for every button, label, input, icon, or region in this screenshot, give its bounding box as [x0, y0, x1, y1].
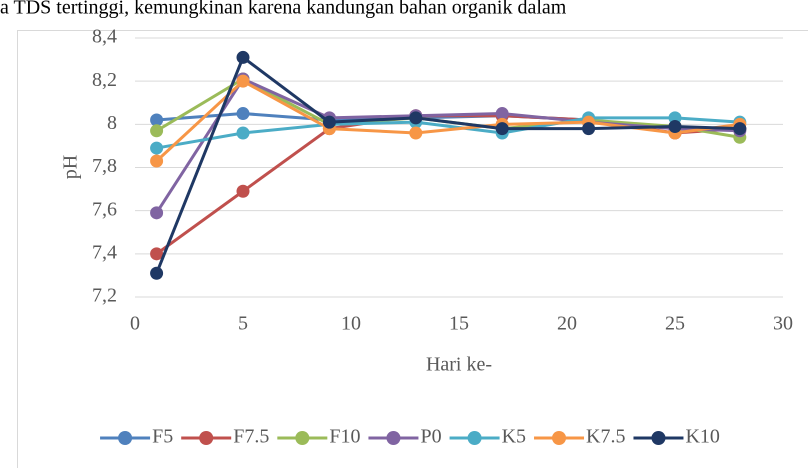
- x-tick-label: 0: [130, 313, 140, 335]
- chart-frame: [17, 30, 808, 468]
- y-tick-label: 7,8: [92, 155, 117, 177]
- legend-marker: [199, 431, 214, 445]
- data-point: [582, 122, 596, 136]
- series-line: [155, 79, 740, 163]
- y-tick-label: 8,4: [92, 26, 117, 48]
- data-point: [150, 154, 164, 168]
- data-point: [236, 50, 250, 64]
- legend-marker: [386, 431, 401, 445]
- x-tick-label: 20: [557, 313, 577, 335]
- x-tick-label: 25: [665, 313, 685, 335]
- legend-marker: [295, 431, 310, 445]
- legend: F5 F7.5 F10 P0 K5 K7.5 K10: [100, 426, 720, 448]
- x-tick-label: 30: [773, 313, 793, 335]
- annotation: a TDS tertinggi, kemungkinan karena kand…: [0, 0, 567, 19]
- data-point: [150, 266, 164, 280]
- legend-label: F5: [152, 426, 173, 448]
- data-point: [150, 247, 164, 261]
- x-tick-label: 5: [238, 313, 248, 335]
- legend-label: F7.5: [233, 426, 269, 448]
- y-tick-label: 7,6: [92, 198, 117, 220]
- data-point: [495, 107, 509, 121]
- data-point: [409, 111, 423, 125]
- legend-marker: [467, 431, 482, 445]
- legend-label: P0: [420, 426, 441, 448]
- data-point: [236, 126, 250, 140]
- data-point: [236, 184, 250, 198]
- data-point: [150, 124, 164, 138]
- series-line: [155, 55, 740, 274]
- data-point: [236, 107, 250, 121]
- data-point: [150, 141, 164, 155]
- x-tick-label: 15: [449, 313, 469, 335]
- data-point: [322, 115, 336, 129]
- y-axis-label: pH: [60, 155, 82, 179]
- legend-label: F10: [329, 426, 360, 448]
- data-point: [150, 113, 164, 127]
- legend-marker: [651, 431, 666, 445]
- legend-label: K7.5: [586, 426, 625, 448]
- x-tick-label: 10: [341, 313, 361, 335]
- data-point: [668, 119, 682, 133]
- y-tick-label: 7,2: [92, 285, 117, 307]
- legend-label: K10: [685, 426, 719, 448]
- y-tick-label: 8,2: [92, 69, 117, 91]
- data-point: [733, 122, 747, 136]
- data-point: [236, 74, 250, 88]
- legend-label: K5: [502, 426, 526, 448]
- data-point: [150, 206, 164, 220]
- legend-marker: [552, 431, 567, 445]
- x-axis-label: Hari ke-: [426, 354, 492, 376]
- y-tick-label: 7,4: [92, 241, 117, 263]
- data-point: [409, 126, 423, 140]
- data-point: [495, 122, 509, 136]
- y-tick-label: 8: [107, 112, 117, 134]
- legend-marker: [118, 431, 133, 445]
